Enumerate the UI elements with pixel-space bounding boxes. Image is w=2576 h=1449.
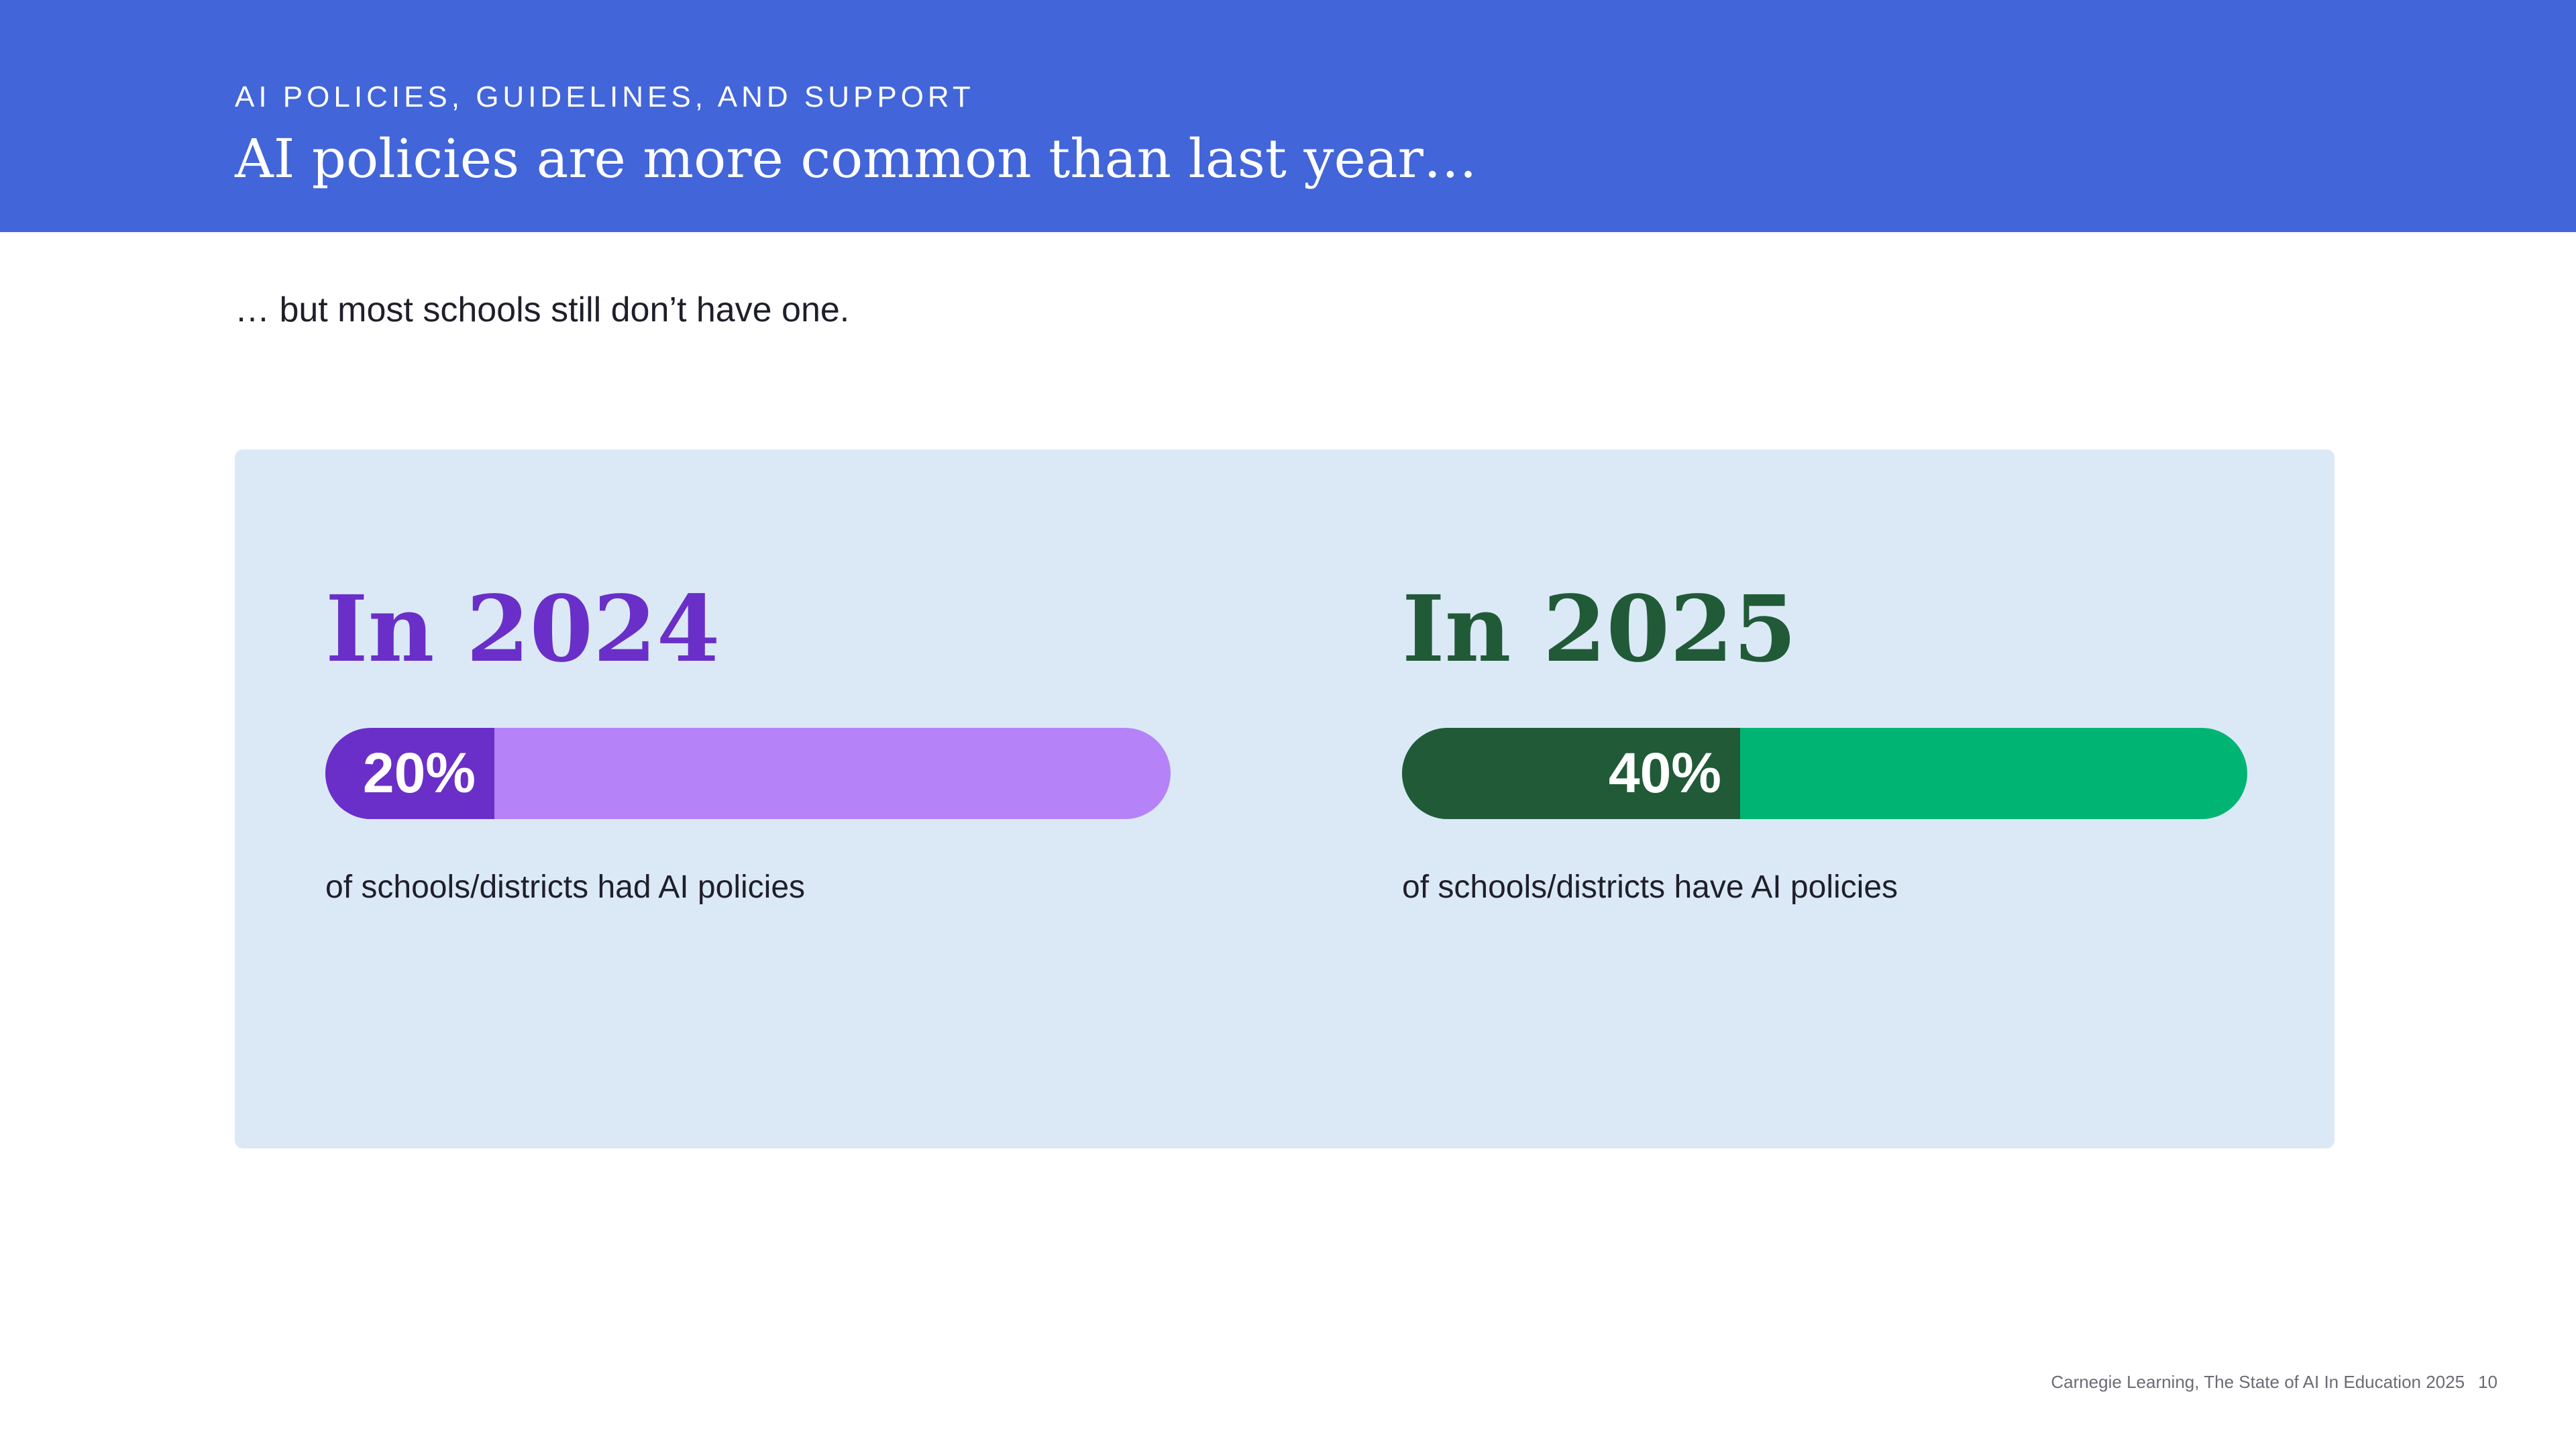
- source-citation: Carnegie Learning, The State of AI In Ed…: [2051, 1372, 2465, 1392]
- footer-citation: Carnegie Learning, The State of AI In Ed…: [2051, 1372, 2498, 1393]
- stat-year-heading: In 2024: [325, 576, 720, 683]
- stat-description: of schools/districts had AI policies: [325, 869, 806, 905]
- page-number: 10: [2478, 1372, 2498, 1392]
- bar-value-label: 40%: [1609, 741, 1721, 804]
- section-eyebrow: AI POLICIES, GUIDELINES, AND SUPPORT: [235, 80, 975, 113]
- progress-bar-2025: 40%: [1402, 728, 2247, 819]
- bar-value-label: 20%: [363, 741, 476, 804]
- header-banner: AI POLICIES, GUIDELINES, AND SUPPORT AI …: [0, 0, 2576, 232]
- page-title: AI policies are more common than last ye…: [235, 127, 1477, 190]
- stat-description: of schools/districts have AI policies: [1402, 869, 1898, 905]
- stats-panel: In 2024 20% of schools/districts had AI …: [235, 449, 2334, 1148]
- stat-year-heading: In 2025: [1402, 576, 1797, 683]
- page-subtitle: … but most schools still don’t have one.: [235, 290, 850, 329]
- bar-fill: [325, 728, 494, 819]
- bar-fill: [1402, 728, 1740, 819]
- progress-bar-2024: 20%: [325, 728, 1171, 819]
